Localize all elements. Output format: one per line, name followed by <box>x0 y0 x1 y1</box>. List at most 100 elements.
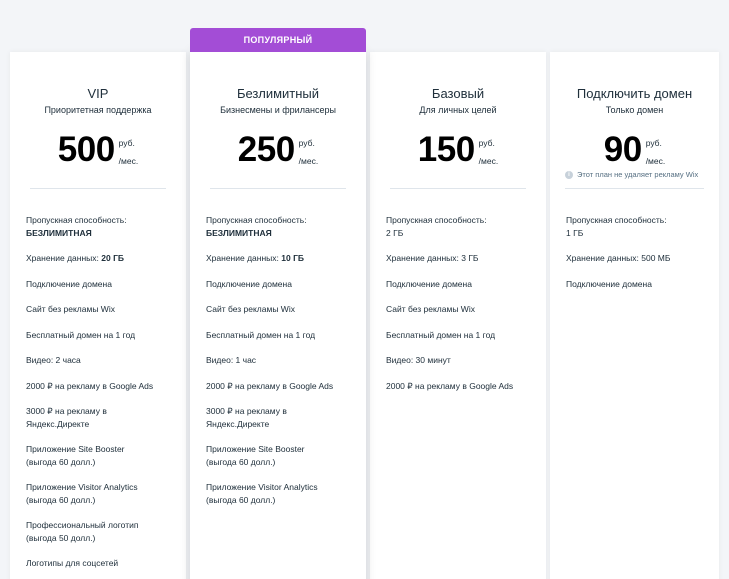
feature-item: Бесплатный домен на 1 год <box>26 329 176 342</box>
divider <box>210 188 346 189</box>
feature-label: Приложение Site Booster <box>26 444 125 454</box>
feature-list: Пропускная способность: 2 ГБ Хранение данн… <box>386 214 536 405</box>
feature-item: Хранение данных: 3 ГБ <box>386 252 536 265</box>
plan-subtitle: Только домен <box>605 105 664 115</box>
feature-item: Бесплатный домен на 1 год <box>386 329 536 342</box>
divider <box>390 188 526 189</box>
feature-label: Хранение данных: <box>26 253 99 263</box>
feature-item: Подключение домена <box>386 278 536 291</box>
price-currency: руб. <box>118 138 135 148</box>
plan-card-basic[interactable]: Базовый Для личных целей 150 руб. /мес. … <box>370 52 546 579</box>
feature-label: Приложение Site Booster <box>206 444 305 454</box>
feature-list: Пропускная способность: БЕЗЛИМИТНАЯ Хранен… <box>206 214 356 519</box>
feature-label: Логотипы для соцсетей <box>26 558 119 568</box>
feature-item: Хранение данных: 500 МБ <box>566 252 709 265</box>
price-amount: 150 <box>417 130 475 169</box>
feature-item: Бесплатный домен на 1 год <box>206 329 356 342</box>
feature-label: Подключение домена <box>26 278 112 289</box>
feature-label-line2: Яндекс.Директе <box>26 418 90 429</box>
price-amount: 90 <box>603 130 642 169</box>
feature-item: Сайт без рекламы Wix <box>386 303 536 316</box>
feature-value: 10 ГБ <box>281 253 304 263</box>
feature-label: Хранение данных: 500 МБ <box>566 253 671 263</box>
feature-label: Хранение данных: 3 ГБ <box>386 253 479 263</box>
feature-label: Бесплатный домен на 1 год <box>386 329 496 340</box>
feature-label: Пропускная способность: <box>386 215 487 225</box>
price-amount: 500 <box>57 130 115 169</box>
price-period: /мес. <box>298 156 319 166</box>
feature-label-line2: (выгода 50 долл.) <box>26 532 96 543</box>
feature-label-line2: 2 ГБ <box>386 227 404 238</box>
price-unit: руб. /мес. <box>299 134 319 170</box>
plan-subtitle: Для личных целей <box>419 105 497 115</box>
feature-item: Приложение Visitor Analytics (выгода 60 д… <box>26 481 176 506</box>
feature-item: Приложение Site Booster (выгода 60 долл.) <box>26 443 176 468</box>
feature-item: Видео: 30 минут <box>386 354 536 367</box>
feature-item: Пропускная способность: БЕЗЛИМИТНАЯ <box>206 214 356 239</box>
plan-card-domain[interactable]: Подключить домен Только домен 90 руб. /м… <box>550 52 719 579</box>
feature-item: Логотипы для соцсетей <box>26 557 176 570</box>
feature-item: 2000 ₽ на рекламу в Google Ads <box>206 380 356 393</box>
divider <box>30 188 166 189</box>
feature-item: Видео: 2 часа <box>26 354 176 367</box>
plan-notice: i Этот план не удаляет рекламу Wix <box>565 170 711 179</box>
plan-name: Подключить домен <box>576 86 693 101</box>
feature-label: Видео: 1 час <box>206 355 257 365</box>
feature-label-line2: (выгода 60 долл.) <box>26 494 96 505</box>
feature-label: Пропускная способность: <box>206 215 307 225</box>
feature-item: Сайт без рекламы Wix <box>26 303 176 316</box>
price-unit: руб. /мес. <box>646 134 666 170</box>
feature-label: Профессиональный логотип <box>26 520 139 530</box>
feature-label-line2: (выгода 60 долл.) <box>206 494 276 505</box>
price-currency: руб. <box>478 138 495 148</box>
price-unit: руб. /мес. <box>119 134 139 170</box>
plan-price: 250 руб. /мес. <box>190 130 366 170</box>
plan-card-unlimited[interactable]: Безлимитный Бизнесмены и фрилансеры 250 … <box>190 52 366 579</box>
plan-name: VIP <box>87 86 109 101</box>
feature-item: Пропускная способность: БЕЗЛИМИТНАЯ <box>26 214 176 239</box>
plan-price: 90 руб. /мес. <box>550 130 719 170</box>
feature-label-line2: Яндекс.Директе <box>206 418 270 429</box>
plan-subtitle: Бизнесмены и фрилансеры <box>220 105 336 115</box>
feature-item: Подключение домена <box>566 278 709 291</box>
feature-item: Приложение Visitor Analytics (выгода 60 д… <box>206 481 356 506</box>
feature-label: 3000 ₽ на рекламу в <box>206 406 287 416</box>
feature-label: Приложение Visitor Analytics <box>206 482 318 492</box>
feature-item: Профессиональный логотип (выгода 50 долл.… <box>26 519 176 544</box>
feature-item: Приложение Site Booster (выгода 60 долл.) <box>206 443 356 468</box>
feature-value: БЕЗЛИМИТНАЯ <box>206 227 272 238</box>
plan-subtitle: Приоритетная поддержка <box>44 105 152 115</box>
feature-label: Приложение Visitor Analytics <box>26 482 138 492</box>
feature-label-line2: 1 ГБ <box>566 227 584 238</box>
feature-value: 20 ГБ <box>101 253 124 263</box>
price-currency: руб. <box>645 138 662 148</box>
plan-price: 500 руб. /мес. <box>10 130 186 170</box>
feature-item: 3000 ₽ на рекламу в Яндекс.Директе <box>26 405 176 430</box>
feature-item: 3000 ₽ на рекламу в Яндекс.Директе <box>206 405 356 430</box>
feature-list: Пропускная способность: БЕЗЛИМИТНАЯ Хранен… <box>26 214 176 579</box>
plan-card-vip[interactable]: VIP Приоритетная поддержка 500 руб. /мес… <box>10 52 186 579</box>
feature-label: Подключение домена <box>386 278 472 289</box>
price-unit: руб. /мес. <box>479 134 499 170</box>
popular-ribbon: ПОПУЛЯРНЫЙ <box>190 28 366 52</box>
feature-label: Видео: 2 часа <box>26 355 81 365</box>
notice-text: Этот план не удаляет рекламу Wix <box>577 170 699 179</box>
plan-name: Базовый <box>431 86 485 101</box>
feature-label: Пропускная способность: <box>26 215 127 225</box>
plan-price: 150 руб. /мес. <box>370 130 546 170</box>
info-icon: i <box>565 170 573 179</box>
feature-label: Сайт без рекламы Wix <box>386 304 475 314</box>
feature-item: Хранение данных: 10 ГБ <box>206 252 356 265</box>
feature-item: 2000 ₽ на рекламу в Google Ads <box>386 380 536 393</box>
divider <box>565 188 704 189</box>
price-period: /мес. <box>645 156 666 166</box>
feature-item: Видео: 1 час <box>206 354 356 367</box>
feature-label: Пропускная способность: <box>566 215 667 225</box>
feature-item: Подключение домена <box>206 278 356 291</box>
feature-label: 2000 ₽ на рекламу в Google Ads <box>26 380 154 391</box>
feature-item: Подключение домена <box>26 278 176 291</box>
feature-item: 2000 ₽ на рекламу в Google Ads <box>26 380 176 393</box>
feature-label: Бесплатный домен на 1 год <box>206 329 316 340</box>
feature-item: Пропускная способность: 2 ГБ <box>386 214 536 239</box>
